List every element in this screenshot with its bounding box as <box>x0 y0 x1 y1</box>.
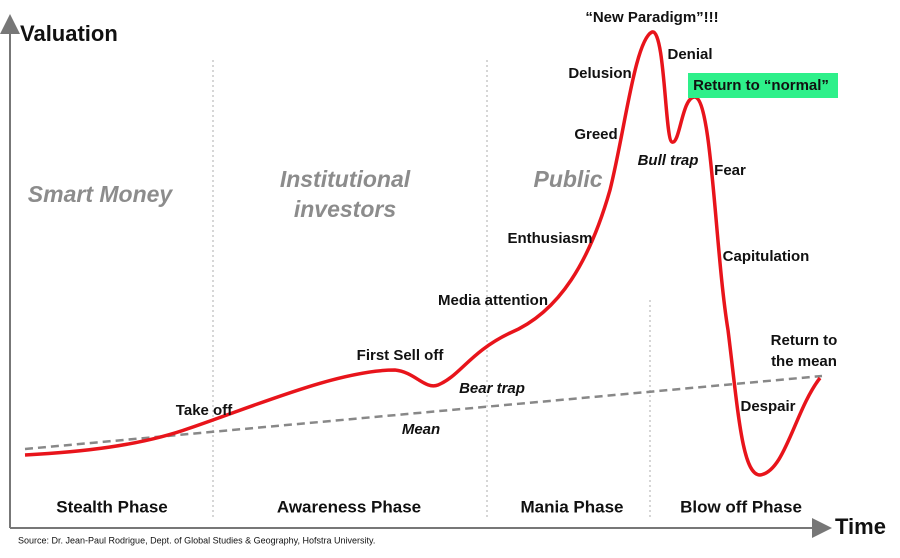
phase-label: Mania Phase <box>521 497 624 516</box>
group-label: Smart Money <box>28 181 174 207</box>
phase-label: Blow off Phase <box>680 497 802 516</box>
annotation: Mean <box>402 421 440 438</box>
annotation: First Sell off <box>357 347 445 364</box>
group-label: Institutional <box>280 166 411 192</box>
annotation: Take off <box>176 402 233 419</box>
x-axis-label: Time <box>835 514 886 539</box>
annotation: Return to <box>771 332 838 349</box>
annotation: Bear trap <box>459 380 525 397</box>
annotation: Capitulation <box>723 248 810 265</box>
annotation: Denial <box>667 46 712 63</box>
annotation: Return to “normal” <box>693 77 829 94</box>
phase-dividers <box>212 60 651 520</box>
annotation: the mean <box>771 353 837 370</box>
group-label: Public <box>533 166 602 192</box>
bubble-curve <box>24 30 822 477</box>
annotation: Media attention <box>438 292 548 309</box>
annotation: “New Paradigm”!!! <box>585 9 718 26</box>
annotation: Bull trap <box>638 152 699 169</box>
phase-label: Stealth Phase <box>56 497 168 516</box>
phase-label: Awareness Phase <box>277 497 421 516</box>
y-axis-label: Valuation <box>20 21 118 46</box>
mean-line <box>24 374 823 451</box>
group-label: investors <box>294 196 396 222</box>
highlight-box <box>688 73 838 98</box>
annotation: Despair <box>740 398 795 415</box>
annotation: Greed <box>574 126 617 143</box>
source: Source: Dr. Jean-Paul Rodrigue, Dept. of… <box>18 535 375 545</box>
annotation: Fear <box>714 162 746 179</box>
annotation: Enthusiasm <box>507 230 592 247</box>
annotation: Delusion <box>568 65 631 82</box>
